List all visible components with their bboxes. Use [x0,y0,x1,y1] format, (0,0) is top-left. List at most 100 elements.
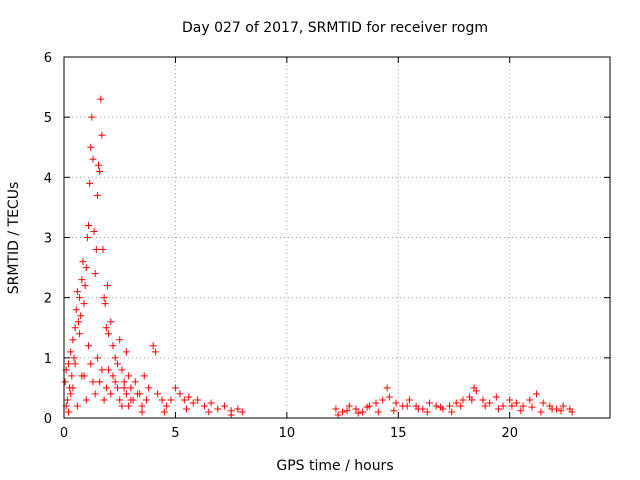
data-point [125,372,133,380]
data-point [185,393,193,401]
data-point [532,390,540,398]
data-point [457,402,465,410]
data-point [385,393,393,401]
x-tick-label: 15 [390,426,407,441]
data-point [81,282,89,290]
data-point [390,407,398,415]
y-tick-label: 0 [44,412,52,427]
data-point [506,396,514,404]
data-point [363,403,371,411]
data-point [512,399,520,407]
data-point [343,407,351,415]
data-point [100,294,108,302]
data-point [122,348,130,356]
data-point [127,384,135,392]
data-point [472,387,480,395]
data-point [352,405,360,413]
y-tick-label: 6 [44,51,52,66]
data-point [481,402,489,410]
data-point [334,411,342,419]
data-point [479,396,487,404]
data-point [98,131,106,139]
data-point [99,246,107,254]
data-point [76,294,84,302]
data-point [379,396,387,404]
data-point [73,402,81,410]
data-point [452,399,460,407]
y-tick-label: 3 [44,232,52,247]
data-point [517,407,525,415]
data-point [96,378,104,386]
data-point [227,411,235,419]
data-point [113,384,121,392]
data-point [95,161,103,169]
data-point [131,378,139,386]
data-point [118,402,126,410]
data-point [87,143,95,151]
data-point [432,402,440,410]
data-point [171,384,179,392]
data-point [93,191,101,199]
data-point [63,396,71,404]
data-point [539,399,547,407]
data-point [64,360,72,368]
data-point [82,264,90,272]
data-point [205,408,213,416]
data-point [76,330,84,338]
data-point [414,405,422,413]
data-point [234,405,242,413]
data-point [103,282,111,290]
data-point [383,384,391,392]
y-tick-label: 2 [44,292,52,307]
data-point [105,366,113,374]
data-point [70,354,78,362]
data-point [80,300,88,308]
data-point [107,390,115,398]
data-point [151,348,159,356]
x-tick-label: 5 [171,426,179,441]
grid [64,57,610,418]
data-point [86,179,94,187]
axes [63,56,611,419]
data-point [189,399,197,407]
data-point [79,258,87,266]
data-point [200,402,208,410]
y-tick-label: 1 [44,352,52,367]
data-point [101,300,109,308]
data-points [61,95,576,419]
chart-title: Day 027 of 2017, SRMTID for receiver rog… [182,20,488,36]
data-point [372,399,380,407]
data-point [403,402,411,410]
data-point [100,396,108,404]
data-point [61,378,69,386]
data-point [374,408,382,416]
data-point [160,408,168,416]
data-point [78,276,86,284]
data-point [425,399,433,407]
data-point [69,336,77,344]
data-point [116,396,124,404]
data-point [102,324,110,332]
data-point [116,336,124,344]
data-point [120,384,128,392]
data-point [405,396,413,404]
data-point [220,402,228,410]
data-point [127,396,135,404]
data-point [154,390,162,398]
data-point [495,405,503,413]
data-point [91,270,99,278]
data-point [89,155,97,163]
data-point [111,378,119,386]
data-point [98,366,106,374]
data-point [557,407,565,415]
data-point [145,384,153,392]
data-point [508,402,516,410]
data-point [71,324,79,332]
data-point [67,390,75,398]
data-point [69,384,77,392]
data-point [149,342,157,350]
data-point [528,403,536,411]
data-point [90,227,98,235]
data-point [214,405,222,413]
